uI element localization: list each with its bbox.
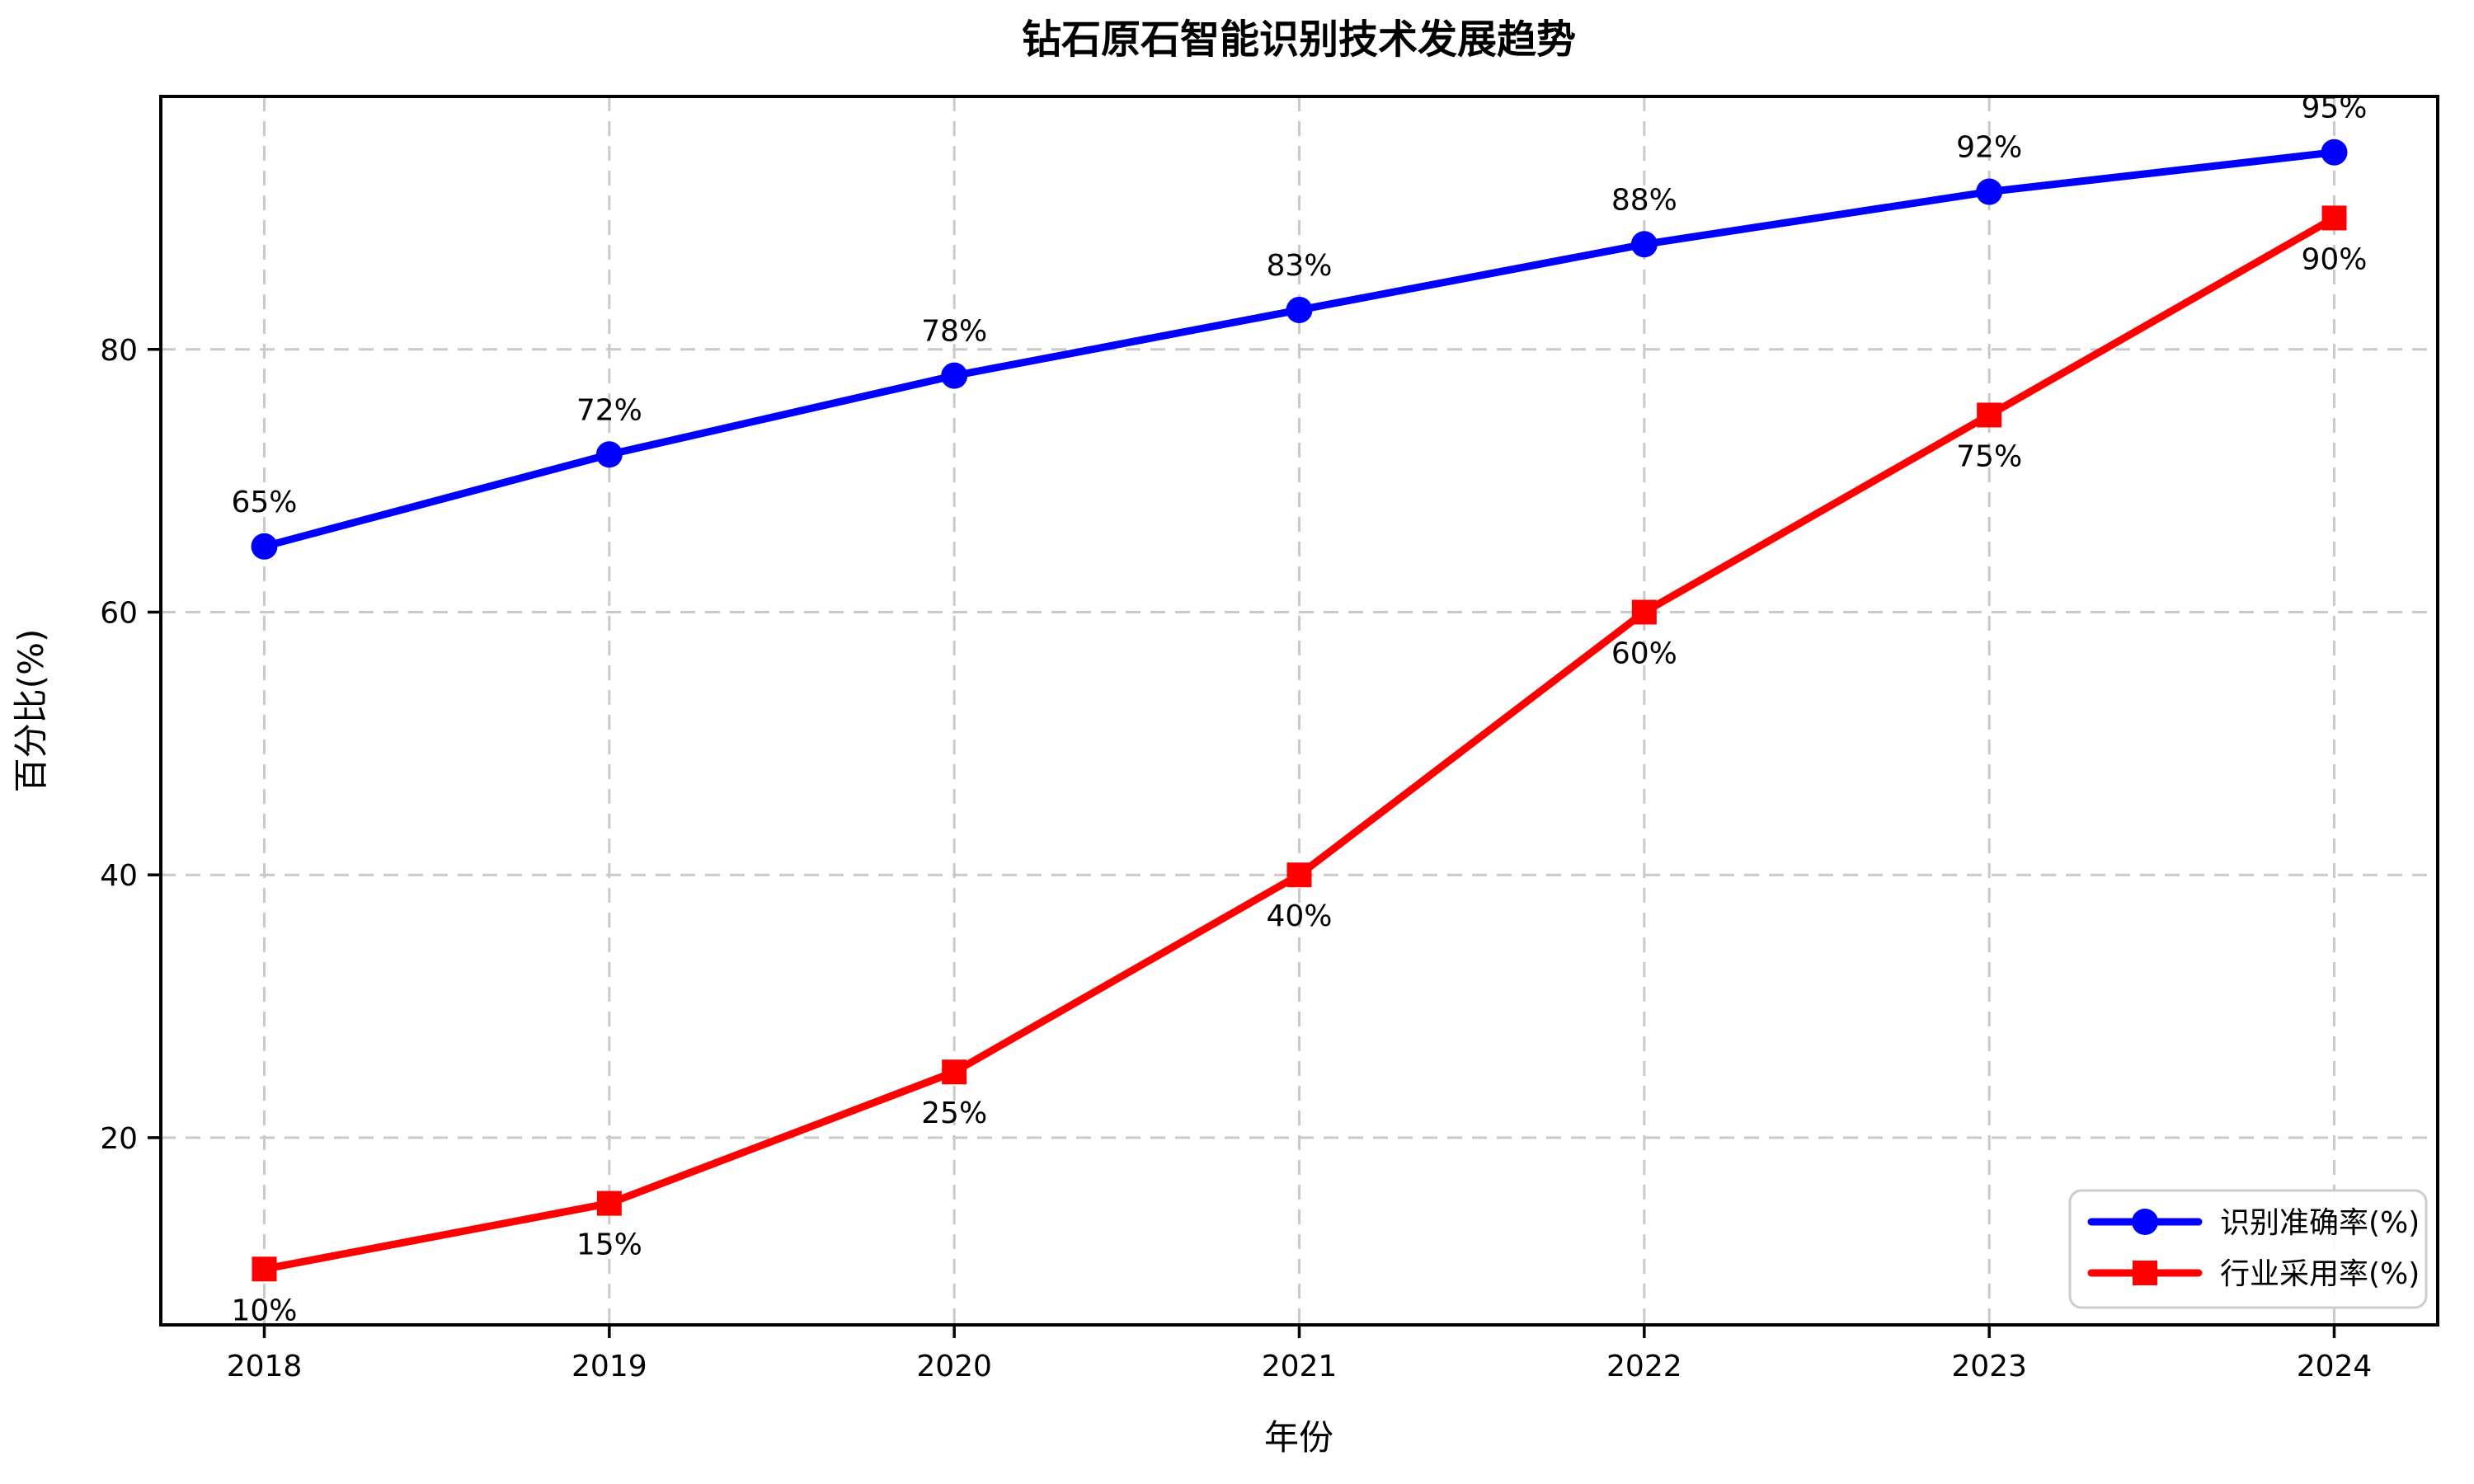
- series-0-marker: [2321, 139, 2348, 166]
- point-label: 60%: [1611, 636, 1677, 670]
- point-label: 10%: [231, 1294, 297, 1327]
- legend-entry-label: 行业采用率(%): [2220, 1257, 2420, 1291]
- legend-entry-label: 识别准确率(%): [2220, 1206, 2420, 1240]
- y-axis-label: 百分比(%): [11, 629, 51, 793]
- series-1-marker: [1631, 599, 1657, 625]
- legend-square-marker-icon: [2133, 1261, 2157, 1285]
- point-label: 78%: [921, 315, 987, 349]
- x-tick-label: 2018: [227, 1350, 303, 1383]
- series-1-marker: [1286, 862, 1312, 888]
- series-0-marker: [595, 441, 623, 468]
- series-0-marker: [941, 362, 968, 389]
- point-label: 88%: [1611, 183, 1677, 217]
- legend: 识别准确率(%) 行业采用率(%): [2068, 1189, 2428, 1309]
- x-axis-label: 年份: [1264, 1417, 1333, 1458]
- x-tick-label: 2024: [2297, 1350, 2373, 1383]
- point-label: 15%: [576, 1228, 642, 1262]
- y-tick-label: 80: [100, 334, 138, 368]
- series-0-marker: [251, 533, 278, 560]
- y-tick-label: 40: [100, 859, 138, 893]
- x-tick-label: 2022: [1606, 1350, 1682, 1383]
- x-tick-label: 2020: [916, 1350, 992, 1383]
- series-1-marker: [1977, 402, 2002, 428]
- point-label: 92%: [1956, 131, 2022, 165]
- data-labels: 65% 72% 78% 83% 88% 92% 95% 10% 15% 25% 40% 60% 75% 9…: [231, 92, 2367, 1328]
- point-label: 95%: [2301, 92, 2367, 125]
- x-tick-label: 2021: [1262, 1350, 1338, 1383]
- y-tick-label: 20: [100, 1122, 138, 1156]
- series-1-marker: [252, 1256, 277, 1282]
- y-tick-label: 60: [100, 596, 138, 630]
- series-1-marker: [942, 1059, 967, 1085]
- series-1-marker: [596, 1190, 622, 1216]
- axis-ticks: 2018 2019 2020 2021 2022 2023 2024 20 40 60 80: [100, 334, 2372, 1383]
- x-tick-label: 2019: [571, 1350, 647, 1383]
- point-label: 90%: [2301, 242, 2367, 276]
- series-0-marker: [1630, 231, 1658, 258]
- point-label: 25%: [921, 1097, 987, 1130]
- point-label: 65%: [231, 486, 297, 519]
- data-series: [251, 139, 2348, 1282]
- point-label: 75%: [1956, 439, 2022, 473]
- legend-circle-marker-icon: [2132, 1209, 2158, 1235]
- point-label: 40%: [1266, 899, 1332, 933]
- point-label: 83%: [1266, 249, 1332, 283]
- chart-title: 钻石原石智能识别技术发展趋势: [1022, 16, 1576, 63]
- series-0-marker: [1976, 178, 2003, 205]
- series-0-marker: [1286, 296, 1313, 323]
- point-label: 72%: [576, 393, 642, 427]
- series-1-marker: [2321, 205, 2347, 231]
- x-tick-label: 2023: [1951, 1350, 2027, 1383]
